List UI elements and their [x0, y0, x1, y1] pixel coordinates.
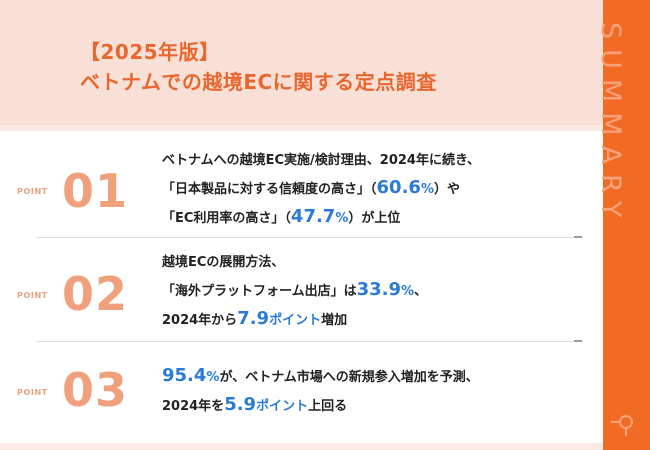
point-text-line: 越境ECの展開方法、: [162, 249, 582, 276]
highlight-value: %: [420, 182, 434, 197]
highlight-value: %: [335, 211, 349, 226]
point-text-segment: 、: [414, 284, 428, 299]
point-text-segment: 2024年を: [162, 399, 225, 414]
point-text-line: ベトナムへの越境EC実施/検討理由、2024年に続き、: [162, 147, 582, 174]
magnifier-icon: [611, 415, 633, 436]
divider-tick: [574, 340, 582, 342]
point-text-segment: 「EC利用率の高さ」（: [162, 211, 291, 226]
highlight-value: 5.9: [224, 394, 257, 415]
point-text-line: 「日本製品に対する信頼度の高さ」（60.6%）や: [162, 174, 582, 203]
point-text-segment: 2024年から: [162, 313, 238, 328]
point-text-segment: が、ベトナム市場への新規参入増加を予測、: [219, 370, 479, 385]
summary-card: [0, 131, 603, 450]
point-text-segment: ）や: [433, 182, 460, 197]
point-text: 越境ECの展開方法、 「海外プラットフォーム出店」は33.9%、 2024年から7.…: [162, 249, 582, 334]
highlight-value: %: [401, 284, 415, 299]
highlight-value: 47.7: [290, 206, 336, 227]
point-text-line: 2024年を5.9ポイント上回る: [162, 391, 582, 420]
point-text-segment: 「日本製品に対する信頼度の高さ」（: [162, 182, 377, 197]
side-summary-label: SUMMARY: [595, 22, 626, 228]
point-text-segment: ベトナムへの越境EC実施/検討理由、2024年に続き、: [162, 153, 481, 168]
highlight-value: ポイント: [256, 399, 309, 414]
point-text-segment: 上回る: [308, 399, 348, 414]
point-number: 01: [62, 164, 129, 218]
highlight-value: 7.9: [237, 308, 270, 329]
page-title: ベトナムでの越境ECに関する定点調査: [80, 70, 437, 94]
side-strip: [603, 0, 650, 450]
point-text: ベトナムへの越境EC実施/検討理由、2024年に続き、 「日本製品に対する信頼度の…: [162, 147, 582, 232]
point-number: 02: [62, 267, 129, 321]
header-area: [0, 0, 603, 125]
highlight-value: 60.6: [376, 177, 421, 198]
point-text-segment: 越境ECの展開方法、: [162, 255, 285, 270]
point-text-segment: 「海外プラットフォーム出店」は: [162, 284, 357, 299]
point-text-line: 95.4%が、ベトナム市場への新規参入増加を予測、: [162, 362, 582, 391]
highlight-value: %: [206, 370, 220, 385]
highlight-value: 95.4: [162, 365, 207, 386]
point-text-line: 「海外プラットフォーム出店」は33.9%、: [162, 276, 582, 305]
title-year-badge: 【2025年版】: [80, 40, 220, 64]
highlight-value: 33.9: [356, 279, 402, 300]
point-text-segment: 増加: [321, 313, 348, 328]
divider-tick: [574, 236, 582, 238]
divider: [37, 340, 582, 342]
point-text: 95.4%が、ベトナム市場への新規参入増加を予測、 2024年を5.9ポイント上回…: [162, 362, 582, 420]
point-text-segment: ）が上位: [348, 211, 401, 226]
point-label: POINT: [17, 291, 48, 300]
point-number: 03: [62, 363, 129, 417]
point-text-line: 「EC利用率の高さ」（47.7%）が上位: [162, 203, 582, 232]
highlight-value: ポイント: [269, 313, 322, 328]
point-text-line: 2024年から7.9ポイント増加: [162, 305, 582, 334]
divider: [37, 236, 582, 238]
point-label: POINT: [17, 187, 48, 196]
point-label: POINT: [17, 388, 48, 397]
